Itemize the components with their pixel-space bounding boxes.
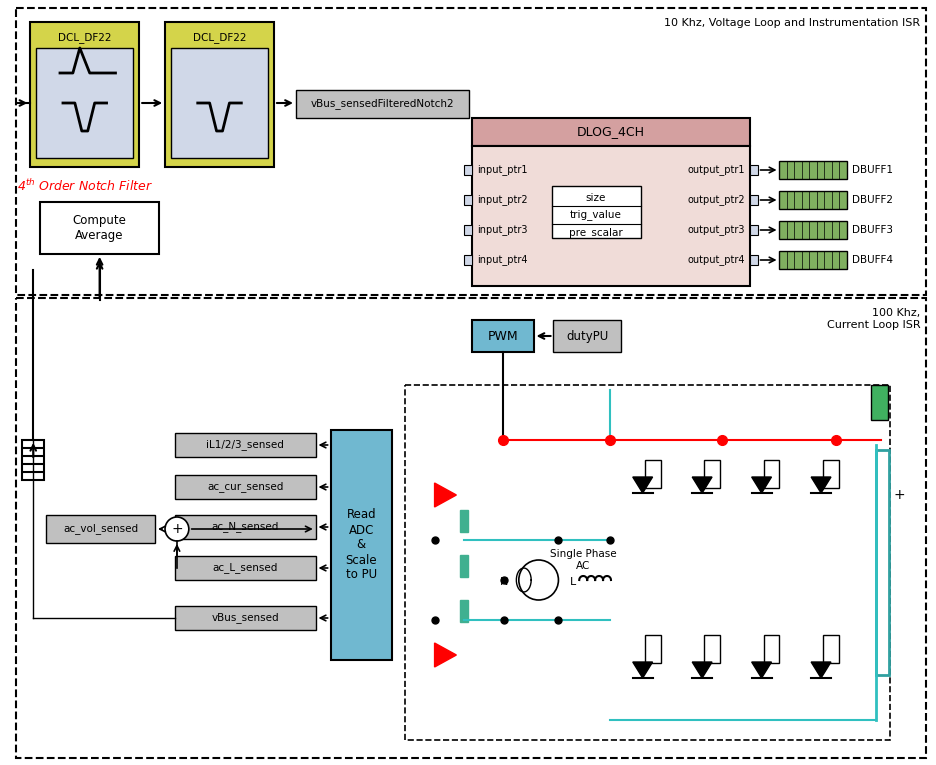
FancyBboxPatch shape [464,195,473,205]
Text: input_ptr4: input_ptr4 [477,255,528,265]
Text: DLOG_4CH: DLOG_4CH [577,125,645,138]
Text: DBUFF4: DBUFF4 [852,255,893,265]
Circle shape [165,517,189,541]
FancyBboxPatch shape [750,165,757,175]
Text: ac_vol_sensed: ac_vol_sensed [63,523,139,535]
FancyBboxPatch shape [40,202,159,254]
Text: DCL_DF22: DCL_DF22 [193,32,246,43]
FancyBboxPatch shape [645,460,661,488]
Text: 10 Khz, Voltage Loop and Instrumentation ISR: 10 Khz, Voltage Loop and Instrumentation… [664,18,920,28]
FancyBboxPatch shape [175,433,315,457]
FancyBboxPatch shape [175,515,315,539]
Text: L: L [570,577,577,587]
Text: ac_cur_sensed: ac_cur_sensed [207,481,284,493]
FancyBboxPatch shape [464,165,473,175]
Text: N: N [500,577,508,587]
Text: DBUFF2: DBUFF2 [852,195,893,205]
Polygon shape [752,477,771,493]
FancyBboxPatch shape [764,635,780,663]
FancyBboxPatch shape [870,385,888,420]
Polygon shape [812,477,831,493]
FancyBboxPatch shape [780,191,847,209]
FancyBboxPatch shape [461,555,468,577]
Text: ac_L_sensed: ac_L_sensed [212,562,278,574]
Text: size: size [586,193,607,203]
Text: pre_scalar: pre_scalar [569,227,623,239]
FancyBboxPatch shape [750,195,757,205]
FancyBboxPatch shape [175,606,315,630]
Text: output_ptr2: output_ptr2 [687,194,745,206]
Polygon shape [633,662,652,678]
Text: vBus_sensed: vBus_sensed [212,613,279,623]
Text: output_ptr3: output_ptr3 [687,225,745,236]
Text: input_ptr3: input_ptr3 [477,225,528,236]
FancyBboxPatch shape [330,430,392,660]
Text: ac_N_sensed: ac_N_sensed [212,522,279,532]
FancyBboxPatch shape [37,48,133,158]
Text: +: + [894,488,905,502]
FancyBboxPatch shape [464,255,473,265]
FancyBboxPatch shape [764,460,780,488]
FancyBboxPatch shape [175,475,315,499]
Text: trig_value: trig_value [570,210,622,220]
FancyBboxPatch shape [473,320,534,352]
FancyBboxPatch shape [780,251,847,269]
Text: input_ptr2: input_ptr2 [477,194,528,206]
FancyBboxPatch shape [171,48,268,158]
Text: vBus_sensedFilteredNotch2: vBus_sensedFilteredNotch2 [310,99,454,109]
Text: +: + [171,522,183,536]
FancyBboxPatch shape [46,515,155,543]
FancyBboxPatch shape [461,600,468,622]
Polygon shape [752,662,771,678]
Text: DBUFF3: DBUFF3 [852,225,893,235]
FancyBboxPatch shape [473,118,750,146]
Text: Compute
Average: Compute Average [73,214,126,242]
FancyBboxPatch shape [551,186,641,238]
FancyBboxPatch shape [780,161,847,179]
FancyBboxPatch shape [645,635,661,663]
FancyBboxPatch shape [461,510,468,532]
Polygon shape [434,483,457,507]
Text: DBUFF1: DBUFF1 [852,165,893,175]
FancyBboxPatch shape [750,255,757,265]
Polygon shape [693,662,712,678]
Text: 4$^{th}$ Order Notch Filter: 4$^{th}$ Order Notch Filter [17,178,153,194]
FancyBboxPatch shape [704,635,720,663]
Circle shape [519,560,559,600]
FancyBboxPatch shape [553,320,621,352]
Text: DCL_DF22: DCL_DF22 [58,32,111,43]
Polygon shape [434,643,457,667]
Polygon shape [633,477,652,493]
Text: output_ptr4: output_ptr4 [687,255,745,265]
FancyBboxPatch shape [823,460,839,488]
Text: 100 Khz,
Current Loop ISR: 100 Khz, Current Loop ISR [826,308,920,330]
FancyBboxPatch shape [175,556,315,580]
Text: output_ptr1: output_ptr1 [687,164,745,175]
FancyBboxPatch shape [30,22,139,167]
Text: iL1/2/3_sensed: iL1/2/3_sensed [206,440,285,451]
FancyBboxPatch shape [823,635,839,663]
FancyBboxPatch shape [780,221,847,239]
Polygon shape [812,662,831,678]
FancyBboxPatch shape [704,460,720,488]
FancyBboxPatch shape [296,90,469,118]
Text: Read
ADC
&
Scale
to PU: Read ADC & Scale to PU [345,509,377,581]
Polygon shape [693,477,712,493]
FancyBboxPatch shape [750,225,757,235]
FancyBboxPatch shape [464,225,473,235]
Text: dutyPU: dutyPU [566,330,608,343]
FancyBboxPatch shape [165,22,274,167]
FancyBboxPatch shape [875,450,889,675]
FancyBboxPatch shape [473,146,750,286]
Text: Single Phase
AC: Single Phase AC [550,549,617,571]
Text: PWM: PWM [488,330,519,343]
Text: input_ptr1: input_ptr1 [477,164,528,175]
FancyBboxPatch shape [22,440,44,480]
